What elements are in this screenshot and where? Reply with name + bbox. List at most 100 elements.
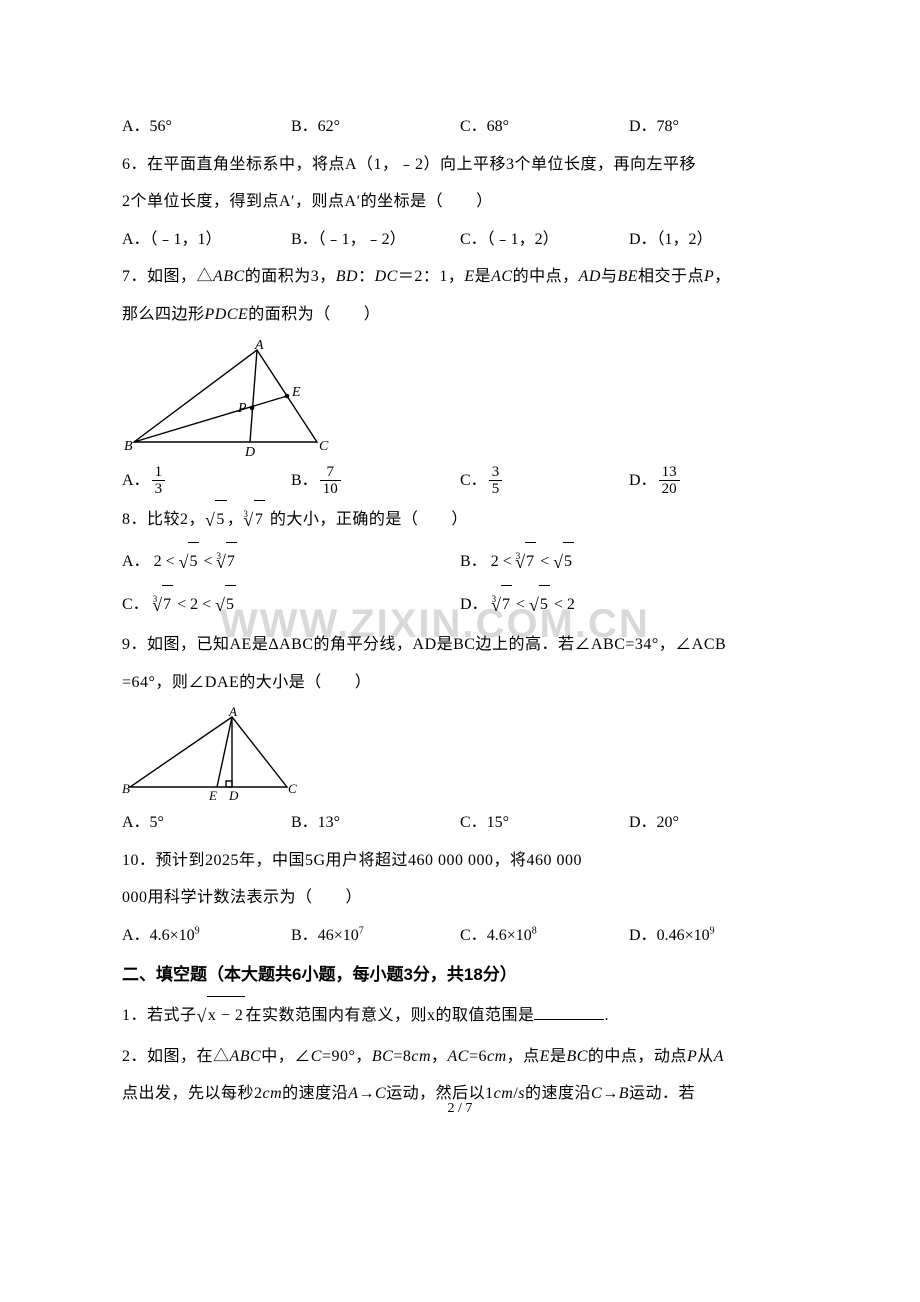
lbl-B: B	[124, 439, 133, 454]
t: ，	[431, 1048, 448, 1065]
q9-line2: =64°，则∠DAE的大小是（ ）	[122, 664, 798, 702]
lt: <	[203, 553, 212, 570]
r: 7	[226, 542, 237, 581]
q7-figure: A B C D E P	[122, 340, 342, 460]
lt: <	[554, 596, 563, 613]
q6-opt-b: B．（﹣1，﹣2）	[291, 221, 460, 259]
q10-opt-b: B．46×107	[291, 917, 460, 955]
q10-line1: 10．预计到2025年，中国5G用户将超过460 000 000，将460 00…	[122, 842, 798, 880]
t: 运动．若	[629, 1085, 695, 1102]
t: 运动，然后以1	[386, 1085, 494, 1102]
q7-opt-d: D．1320	[629, 462, 798, 500]
q10-line2: 000用科学计数法表示为（ ）	[122, 879, 798, 917]
t: B	[619, 1085, 629, 1102]
t: P	[704, 268, 714, 285]
r: 7	[525, 542, 536, 581]
r: 7	[162, 585, 173, 624]
two: 2	[190, 596, 198, 613]
lt: <	[516, 596, 525, 613]
t: =6	[469, 1048, 487, 1065]
p: A．	[122, 927, 150, 944]
blank-field	[534, 1004, 604, 1020]
t: C	[375, 1085, 386, 1102]
t: s	[518, 1085, 525, 1102]
lt: <	[503, 553, 512, 570]
r: 5	[563, 542, 574, 581]
t: 相交于点	[638, 268, 704, 285]
d: 3	[152, 480, 166, 498]
t: ＝2：1，	[398, 268, 465, 285]
t: E	[540, 1048, 550, 1065]
q9-opt-c: C．15°	[460, 804, 629, 842]
q5-options: A．56° B．62° C．68° D．78°	[122, 108, 798, 146]
t: 是	[550, 1048, 567, 1065]
two: 2	[567, 596, 575, 613]
q9-line1: 9．如图，已知AE是ΔABC的角平分线，AD是BC边上的高．若∠ABC=34°，…	[122, 626, 798, 664]
t: ，	[714, 268, 731, 285]
n: 13	[659, 464, 680, 481]
r: 7	[501, 585, 512, 624]
p: D．	[629, 472, 657, 489]
t: 点出发，先以每秒2	[122, 1085, 263, 1102]
r: x − 2	[207, 996, 246, 1035]
e: 7	[359, 926, 364, 937]
t: ABC	[230, 1048, 262, 1065]
t: cm	[494, 1085, 514, 1102]
lbl-A: A	[228, 707, 237, 719]
q10-opt-a: A．4.6×109	[122, 917, 291, 955]
t: 的中点，动点	[588, 1048, 687, 1065]
t: =8	[393, 1048, 411, 1065]
t: A	[348, 1085, 358, 1102]
n: 3	[489, 464, 503, 481]
q6-opt-d: D．（1，2）	[629, 221, 798, 259]
n: 1	[152, 464, 166, 481]
b: 46×10	[318, 927, 359, 944]
p: B．	[291, 927, 318, 944]
p: B．	[460, 553, 487, 570]
q6-options: A．（﹣1，1） B．（﹣1，﹣2） C．（﹣1，2） D．（1，2）	[122, 221, 798, 259]
r: 7	[254, 500, 266, 539]
page-content: A．56° B．62° C．68° D．78° 6．在平面直角坐标系中，将点A（…	[122, 108, 798, 1113]
t: 在实数范围内有意义，则x的取值范围是	[245, 1007, 534, 1024]
q10-opt-c: C．4.6×108	[460, 917, 629, 955]
d: 10	[320, 480, 341, 498]
t: PDCE	[205, 306, 249, 323]
lbl-C: C	[288, 781, 297, 796]
q7-opt-c: C．35	[460, 462, 629, 500]
t: .	[604, 1007, 609, 1024]
q10-options: A．4.6×109 B．46×107 C．4.6×108 D．0.46×109	[122, 917, 798, 955]
lbl-C: C	[319, 439, 329, 454]
q10-opt-d: D．0.46×109	[629, 917, 798, 955]
p: B．	[291, 472, 318, 489]
t: 中，∠	[261, 1048, 311, 1065]
t: DC	[375, 268, 398, 285]
p: C．	[122, 596, 149, 613]
p: A．	[122, 553, 150, 570]
q7-line1: 7．如图，△ABC的面积为3，BD：DC＝2：1，E是AC的中点，AD与BE相交…	[122, 258, 798, 296]
t: →	[602, 1085, 619, 1102]
t: ：	[358, 268, 375, 285]
t: P	[687, 1048, 697, 1065]
t: 那么四边形	[122, 306, 205, 323]
lt: <	[177, 596, 186, 613]
lt: <	[202, 596, 211, 613]
r: 5	[215, 500, 227, 539]
q7-opt-a: A．13	[122, 462, 291, 500]
q7-options: A．13 B．710 C．35 D．1320	[122, 462, 798, 500]
f2-line1: 2．如图，在△ABC中，∠C=90°，BC=8cm，AC=6cm，点E是BC的中…	[122, 1038, 798, 1076]
q6-line2: 2个单位长度，得到点A′，则点A′的坐标是（ ）	[122, 183, 798, 221]
q9-opt-a: A．5°	[122, 804, 291, 842]
r: 5	[539, 585, 550, 624]
t: 7．如图，△	[122, 268, 213, 285]
d: 20	[659, 480, 680, 498]
q5-opt-a: A．56°	[122, 108, 291, 146]
lbl-B: B	[122, 781, 130, 796]
q9-figure: A B C E D	[122, 707, 302, 802]
q5-opt-c: C．68°	[460, 108, 629, 146]
b: 0.46×10	[657, 927, 710, 944]
lbl-D: D	[228, 788, 239, 802]
t: cm	[263, 1085, 283, 1102]
t: 的面积为3，	[245, 268, 336, 285]
q6-opt-c: C．（﹣1，2）	[460, 221, 629, 259]
t: 的大小，正确的是（ ）	[265, 511, 468, 528]
